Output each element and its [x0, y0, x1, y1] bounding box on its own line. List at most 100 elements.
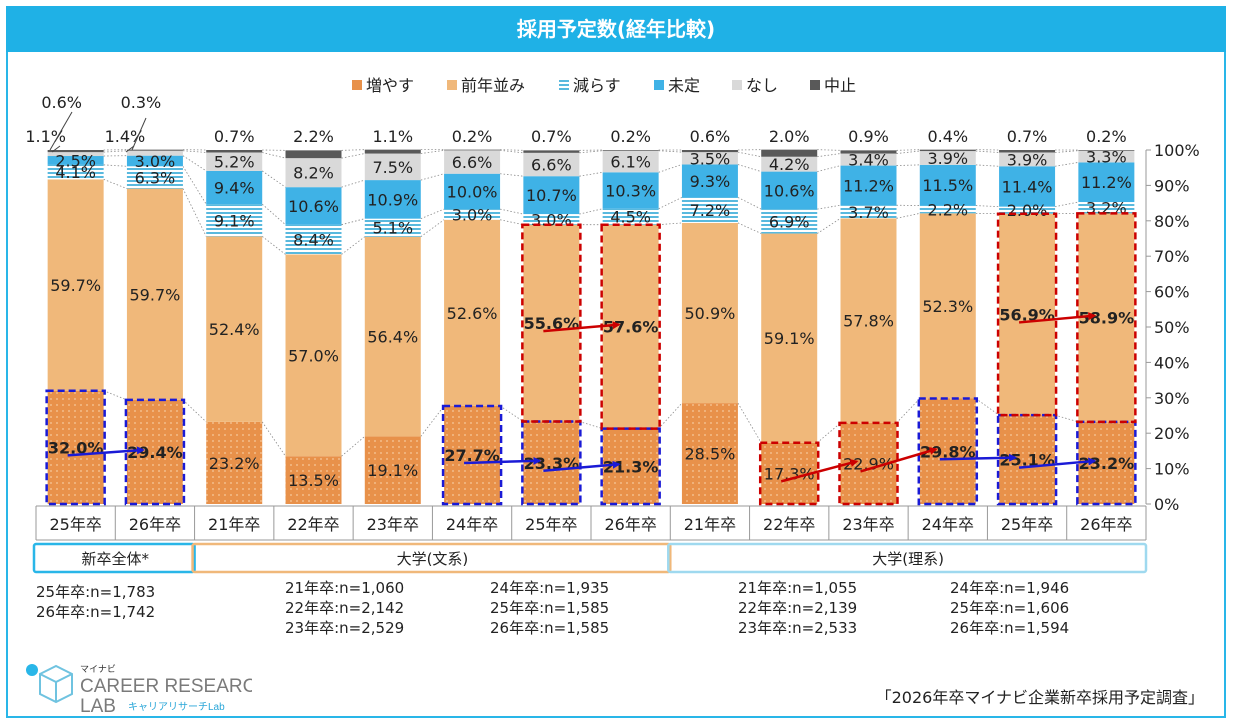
- bar-segment-中止: [1078, 150, 1135, 151]
- bar-segment-減らす: [523, 214, 580, 225]
- series-connector: [103, 164, 127, 167]
- data-label: 3.5%: [690, 149, 731, 168]
- category-label: 23年卒: [367, 515, 419, 534]
- trend-arrow: [939, 453, 1018, 462]
- data-label: 11.2%: [1081, 173, 1132, 192]
- bar-segment-なし: [681, 152, 738, 165]
- data-label: 57.8%: [843, 312, 894, 331]
- series-connector: [182, 188, 207, 237]
- bar-segment-未定: [126, 155, 183, 167]
- bar-segment-前年並み: [444, 219, 501, 406]
- bar-segment-中止: [602, 150, 659, 151]
- series-connector: [103, 390, 128, 401]
- series-connector: [658, 222, 682, 226]
- bar-segment-中止: [126, 149, 183, 151]
- group-label: 大学(理系): [872, 550, 944, 568]
- data-label: 1.4%: [105, 127, 146, 146]
- data-label: 52.4%: [209, 320, 260, 339]
- series-connector: [182, 399, 207, 423]
- y-tick-label: 90%: [1154, 176, 1190, 195]
- bar-segment-未定: [206, 170, 263, 205]
- series-connector: [817, 204, 841, 210]
- y-tick-label: 10%: [1154, 460, 1190, 479]
- logo-small: マイナビ: [80, 664, 116, 674]
- highlight-box: [521, 420, 582, 506]
- data-label: 17.3%: [764, 464, 815, 483]
- bar-segment-中止: [919, 149, 976, 152]
- series-connector: [341, 218, 365, 226]
- data-label: 1.1%: [372, 127, 413, 146]
- category-label: 21年卒: [208, 515, 260, 534]
- data-label: 59.7%: [50, 276, 101, 295]
- series-connector: [103, 150, 127, 153]
- series-connector: [1055, 161, 1079, 167]
- legend-label: 中止: [824, 76, 856, 95]
- bar-segment-未定: [523, 176, 580, 215]
- series-connector: [896, 149, 920, 151]
- sample-size-bunkei-a: 21年卒:n=1,060 22年卒:n=2,142 23年卒:n=2,529: [285, 578, 404, 638]
- bar-segment-減らす: [206, 204, 263, 237]
- bar-segment-中止: [999, 150, 1056, 153]
- group-label: 新卒全体*: [82, 550, 150, 568]
- data-label: 13.5%: [288, 471, 339, 490]
- bar-segment-中止: [206, 150, 263, 153]
- series-connector: [816, 422, 841, 444]
- series-connector: [261, 203, 286, 225]
- label-leader-line: [51, 145, 61, 153]
- data-label: 7.2%: [690, 201, 731, 220]
- data-label: 6.3%: [135, 168, 176, 187]
- data-label: 59.1%: [764, 329, 815, 348]
- series-connector: [579, 150, 603, 154]
- data-label: 11.5%: [922, 176, 973, 195]
- trend-arrow: [1018, 312, 1097, 324]
- logo-sub: キャリアリサーチLab: [128, 701, 225, 713]
- bar-segment-増やす: [444, 405, 501, 504]
- series-connector: [420, 405, 445, 437]
- series-connector: [658, 150, 682, 153]
- data-label: 9.1%: [214, 211, 255, 230]
- trend-arrow: [464, 456, 542, 465]
- bar-segment-増やす: [681, 403, 738, 504]
- data-label: 0.9%: [848, 127, 889, 146]
- data-label: 9.3%: [690, 172, 731, 191]
- data-label: 0.2%: [452, 127, 493, 146]
- category-label: 25年卒: [49, 515, 101, 534]
- bar-segment-減らす: [840, 205, 897, 219]
- bar-segment-中止: [285, 150, 342, 159]
- highlight-box: [124, 398, 186, 506]
- series-connector: [658, 164, 683, 173]
- legend: 増やす 前年並み 減らす 未定 なし 中止: [352, 76, 856, 95]
- legend-swatch: [352, 80, 362, 90]
- bar-segment-前年並み: [761, 233, 818, 443]
- data-label: 27.7%: [444, 446, 500, 465]
- data-label: 3.7%: [848, 203, 889, 222]
- data-label: 3.0%: [531, 210, 572, 229]
- series-connector: [499, 219, 524, 226]
- highlight-box: [521, 223, 582, 423]
- series-connector: [182, 155, 207, 172]
- series-connector: [341, 236, 366, 255]
- data-label: 4.2%: [769, 155, 810, 174]
- series-connector: [579, 421, 603, 429]
- note-line: 26年卒:n=1,585: [490, 619, 610, 637]
- legend-swatch: [732, 80, 742, 90]
- stacked-bar-chart: 増やす 前年並み 減らす 未定 なし 中止32.0%59.7%4.1%2.5%1.1%0.…: [25, 76, 1200, 574]
- trend-arrow: [780, 459, 859, 483]
- data-label: 11.4%: [1002, 177, 1053, 196]
- data-label: 50.9%: [685, 304, 736, 323]
- bar-segment-増やす: [206, 421, 263, 504]
- sample-size-rikei-a: 21年卒:n=1,055 22年卒:n=2,139 23年卒:n=2,533: [738, 578, 857, 638]
- series-connector: [341, 153, 365, 159]
- bar-segment-減らす: [285, 224, 342, 255]
- data-label: 6.9%: [769, 212, 810, 231]
- bar-segment-増やす: [523, 421, 580, 504]
- series-connector: [261, 421, 286, 457]
- series-connector: [341, 149, 365, 151]
- data-label: 57.6%: [603, 318, 659, 337]
- bar-segment-減らす: [761, 209, 818, 234]
- note-line: 25年卒:n=1,783: [36, 583, 156, 601]
- group-box: [191, 542, 672, 574]
- data-label: 58.9%: [1079, 309, 1135, 328]
- series-connector: [658, 197, 683, 210]
- category-label: 22年卒: [287, 515, 339, 534]
